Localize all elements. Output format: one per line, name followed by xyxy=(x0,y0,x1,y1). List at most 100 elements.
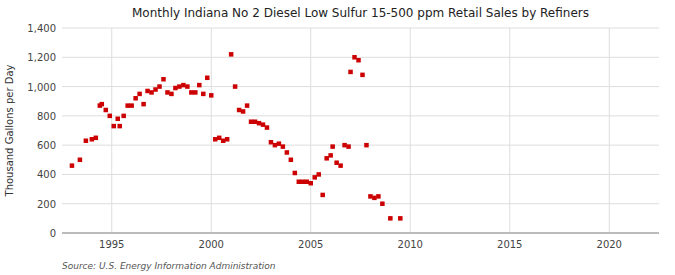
x-tick-label: 2005 xyxy=(298,239,323,250)
x-grid-line xyxy=(111,28,112,233)
point xyxy=(253,119,258,124)
point xyxy=(328,153,333,158)
point xyxy=(177,84,182,89)
x-grid-line xyxy=(310,28,311,233)
point xyxy=(141,102,146,107)
point xyxy=(225,137,230,142)
y-grid-line xyxy=(62,174,659,175)
point xyxy=(78,158,83,163)
point xyxy=(117,124,122,129)
y-tick-label: 600 xyxy=(37,140,56,151)
point xyxy=(169,92,174,97)
point xyxy=(229,52,234,57)
y-grid-line xyxy=(62,57,659,58)
x-axis-line xyxy=(62,233,659,234)
point xyxy=(111,124,116,129)
x-tick-label: 2000 xyxy=(199,239,224,250)
point xyxy=(281,144,286,149)
point xyxy=(185,84,190,89)
point xyxy=(193,90,198,95)
point xyxy=(338,163,343,168)
point xyxy=(157,84,162,89)
y-tick-label: 1,400 xyxy=(27,23,56,34)
x-grid-line xyxy=(410,28,411,233)
point xyxy=(209,93,214,98)
point xyxy=(149,90,154,95)
point xyxy=(364,143,369,148)
point xyxy=(245,103,250,108)
point xyxy=(165,90,170,95)
point xyxy=(309,181,314,186)
point xyxy=(233,84,238,89)
point xyxy=(320,193,325,198)
source-note: Source: U.S. Energy Information Administ… xyxy=(62,261,276,271)
x-grid-line xyxy=(609,28,610,233)
point xyxy=(265,125,270,130)
y-tick-label: 1,200 xyxy=(27,52,56,63)
point xyxy=(316,172,321,177)
x-tick-label: 1995 xyxy=(99,239,124,250)
point xyxy=(84,139,89,144)
point xyxy=(285,150,290,155)
y-tick-label: 400 xyxy=(37,169,56,180)
point xyxy=(205,76,210,81)
point xyxy=(342,143,347,148)
x-tick-label: 2015 xyxy=(497,239,522,250)
point xyxy=(108,114,113,119)
point xyxy=(104,108,109,113)
point xyxy=(269,140,274,145)
point xyxy=(356,58,361,63)
grid xyxy=(62,28,659,233)
x-tick-label: 2020 xyxy=(597,239,622,250)
y-grid-line xyxy=(62,115,659,116)
y-grid-line xyxy=(62,203,659,204)
title: Monthly Indiana No 2 Diesel Low Sulfur 1… xyxy=(132,6,589,20)
point xyxy=(360,73,365,78)
point xyxy=(372,196,377,201)
point xyxy=(257,121,262,126)
point xyxy=(380,201,385,206)
point xyxy=(352,55,357,60)
point xyxy=(312,175,317,180)
point xyxy=(129,103,134,108)
x-grid-line xyxy=(211,28,212,233)
y-grid-line xyxy=(62,28,659,29)
point xyxy=(90,137,95,142)
x-tick-label: 2010 xyxy=(398,239,423,250)
point xyxy=(115,117,120,122)
point xyxy=(368,194,373,199)
point xyxy=(173,86,178,91)
point xyxy=(388,216,393,221)
y-tick-label: 200 xyxy=(37,199,56,210)
point xyxy=(261,122,266,127)
point xyxy=(70,163,75,168)
point xyxy=(100,102,105,107)
point xyxy=(137,92,142,97)
point xyxy=(121,114,126,119)
point xyxy=(301,180,306,185)
point xyxy=(297,180,302,185)
point xyxy=(324,156,329,161)
point xyxy=(161,77,166,82)
y-tick-label: 1,000 xyxy=(27,82,56,93)
point xyxy=(189,90,194,95)
point xyxy=(273,143,278,148)
point xyxy=(241,109,246,114)
point xyxy=(305,180,310,185)
point xyxy=(293,171,298,176)
point xyxy=(197,83,202,88)
point xyxy=(133,96,138,101)
point xyxy=(277,141,282,146)
point xyxy=(237,108,242,113)
point xyxy=(217,136,222,141)
y-grid-line xyxy=(62,145,659,146)
points xyxy=(70,52,403,221)
point xyxy=(249,119,254,124)
point xyxy=(289,158,294,163)
point xyxy=(145,89,150,94)
point xyxy=(348,70,353,75)
point xyxy=(213,137,218,142)
point xyxy=(125,103,130,108)
point xyxy=(376,194,381,199)
chart: Monthly Indiana No 2 Diesel Low Sulfur 1… xyxy=(0,0,675,275)
